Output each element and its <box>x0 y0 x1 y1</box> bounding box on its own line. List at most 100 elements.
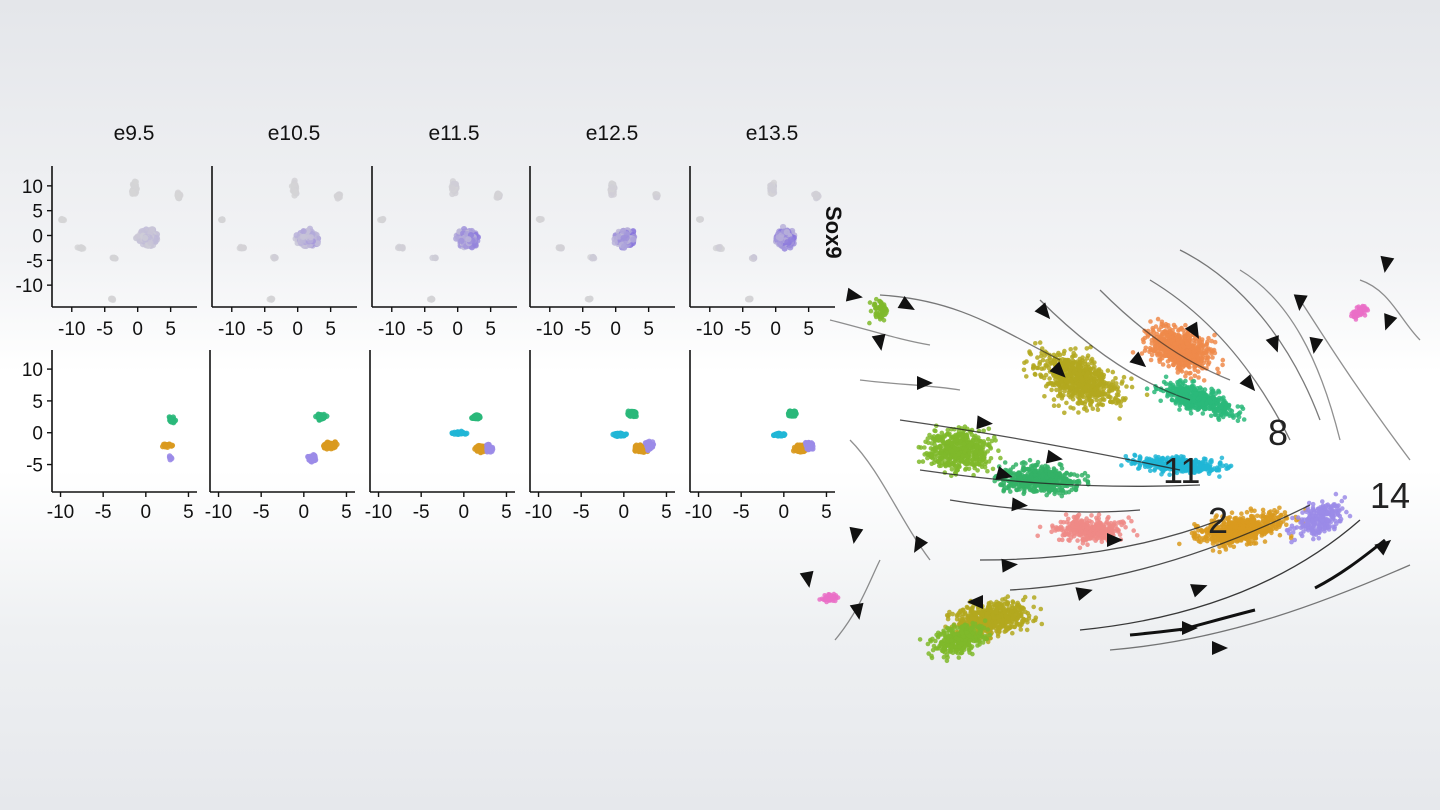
velocity-cell-point <box>1090 391 1095 397</box>
cell-point <box>79 244 86 251</box>
velocity-cell-point <box>1166 363 1171 369</box>
velocity-cell-point <box>1196 375 1201 380</box>
x-tick-label: -10 <box>536 319 563 340</box>
velocity-cell-point <box>1220 362 1225 368</box>
velocity-cell-point <box>1139 351 1145 356</box>
velocity-cell-point <box>1095 391 1101 396</box>
velocity-cell-point <box>1053 374 1058 379</box>
x-tick-label: -5 <box>573 502 590 523</box>
velocity-cell-point <box>1208 413 1214 419</box>
x-tick-label: -10 <box>218 319 245 340</box>
cell-points <box>695 179 822 303</box>
cell-point <box>453 235 460 242</box>
velocity-cell-point <box>1051 403 1057 409</box>
velocity-cell-point <box>1192 353 1197 358</box>
x-tick-label: -5 <box>95 502 112 523</box>
velocity-cell-point <box>1179 339 1184 345</box>
velocity-cell-point <box>1021 367 1027 373</box>
x-tick-label: 5 <box>803 319 814 340</box>
velocity-cell-point <box>1216 388 1221 394</box>
feature-panel-e13.5: e13.5-10 -5 0 5 <box>689 122 835 340</box>
velocity-cell-point <box>1098 375 1103 381</box>
cell-point <box>787 244 794 251</box>
cluster-2-point <box>328 442 335 448</box>
velocity-cell-point <box>1116 398 1122 404</box>
cell-point <box>300 228 307 235</box>
cell-point <box>586 296 593 303</box>
velocity-cell-point <box>1168 330 1174 336</box>
velocity-cell-point <box>1241 417 1247 422</box>
velocity-cell-point <box>1056 403 1061 409</box>
velocity-cell-point <box>1088 402 1093 408</box>
velocity-cell-point <box>1181 344 1186 350</box>
cell-point <box>239 244 247 251</box>
velocity-cell-point <box>1173 345 1179 350</box>
feature-panel-e12.5: e12.5-10 -5 0 5 <box>529 122 675 340</box>
cell-points <box>535 180 661 303</box>
x-tick-label: -5 <box>574 319 591 340</box>
velocity-cell-point <box>1076 382 1082 388</box>
x-tick-label: 0 <box>132 319 143 340</box>
cell-point <box>142 234 149 242</box>
velocity-cell-point <box>1163 374 1169 380</box>
velocity-cell-point <box>1038 374 1044 380</box>
velocity-cell-point <box>1148 357 1154 363</box>
cluster-14-point <box>488 446 495 452</box>
cell-points <box>218 177 344 303</box>
y-tick-label: 0 <box>32 424 43 445</box>
x-tick-label: -5 <box>256 319 273 340</box>
velocity-cell-point <box>1155 316 1161 322</box>
velocity-cell-point <box>1095 385 1100 391</box>
cell-point <box>58 216 65 223</box>
cluster-panel-e12.5: -10 -5 0 5 <box>525 350 675 523</box>
cell-point <box>609 184 616 191</box>
velocity-cell-point <box>1215 366 1220 372</box>
velocity-cell-point <box>1204 342 1209 348</box>
cluster-points <box>305 411 340 465</box>
cell-point <box>268 296 275 303</box>
velocity-cell-point <box>1043 372 1049 378</box>
x-tick-label: 5 <box>165 319 176 340</box>
cluster-points <box>159 414 179 463</box>
velocity-cell-point <box>1119 381 1124 386</box>
velocity-cell-point <box>1068 347 1073 352</box>
y-tick-label: -5 <box>26 456 43 477</box>
x-tick-label: 0 <box>610 319 621 340</box>
velocity-cell-point <box>1199 358 1204 364</box>
velocity-cell-point <box>1105 391 1111 396</box>
gene-label: Sox9 <box>821 206 846 259</box>
velocity-cell-point <box>1028 351 1034 357</box>
velocity-cell-point <box>1124 384 1129 389</box>
x-tick-label: 0 <box>779 502 790 523</box>
velocity-cell-point <box>1072 367 1078 373</box>
cell-point <box>378 216 385 223</box>
cell-point <box>495 191 503 198</box>
velocity-cell-point <box>1171 322 1177 328</box>
velocity-cell-point <box>1066 362 1071 368</box>
cell-point <box>293 232 300 239</box>
velocity-cell-point <box>1110 369 1116 375</box>
cell-point <box>334 193 341 200</box>
cell-point <box>458 237 465 245</box>
velocity-cell-point <box>1192 367 1198 373</box>
velocity-cell-point <box>1109 382 1114 388</box>
velocity-cell-point <box>1049 387 1054 393</box>
y-tick-label: 10 <box>22 360 43 381</box>
velocity-cell-point <box>1210 355 1215 360</box>
cluster-2-point <box>476 447 483 454</box>
velocity-cell-point <box>1179 360 1185 366</box>
velocity-cell-point <box>1057 389 1063 395</box>
velocity-cell-point <box>1129 376 1134 382</box>
velocity-cell-point <box>1152 389 1157 395</box>
cell-points <box>58 178 184 304</box>
feature-panel-e11.5: e11.5-10 -5 0 5 <box>371 122 517 340</box>
velocity-cell-point <box>1068 405 1073 410</box>
cell-point <box>130 190 137 197</box>
velocity-cell-point <box>1085 370 1091 376</box>
cell-point <box>314 240 321 247</box>
x-tick-label: -10 <box>58 319 85 340</box>
velocity-cell-point <box>1069 393 1074 398</box>
